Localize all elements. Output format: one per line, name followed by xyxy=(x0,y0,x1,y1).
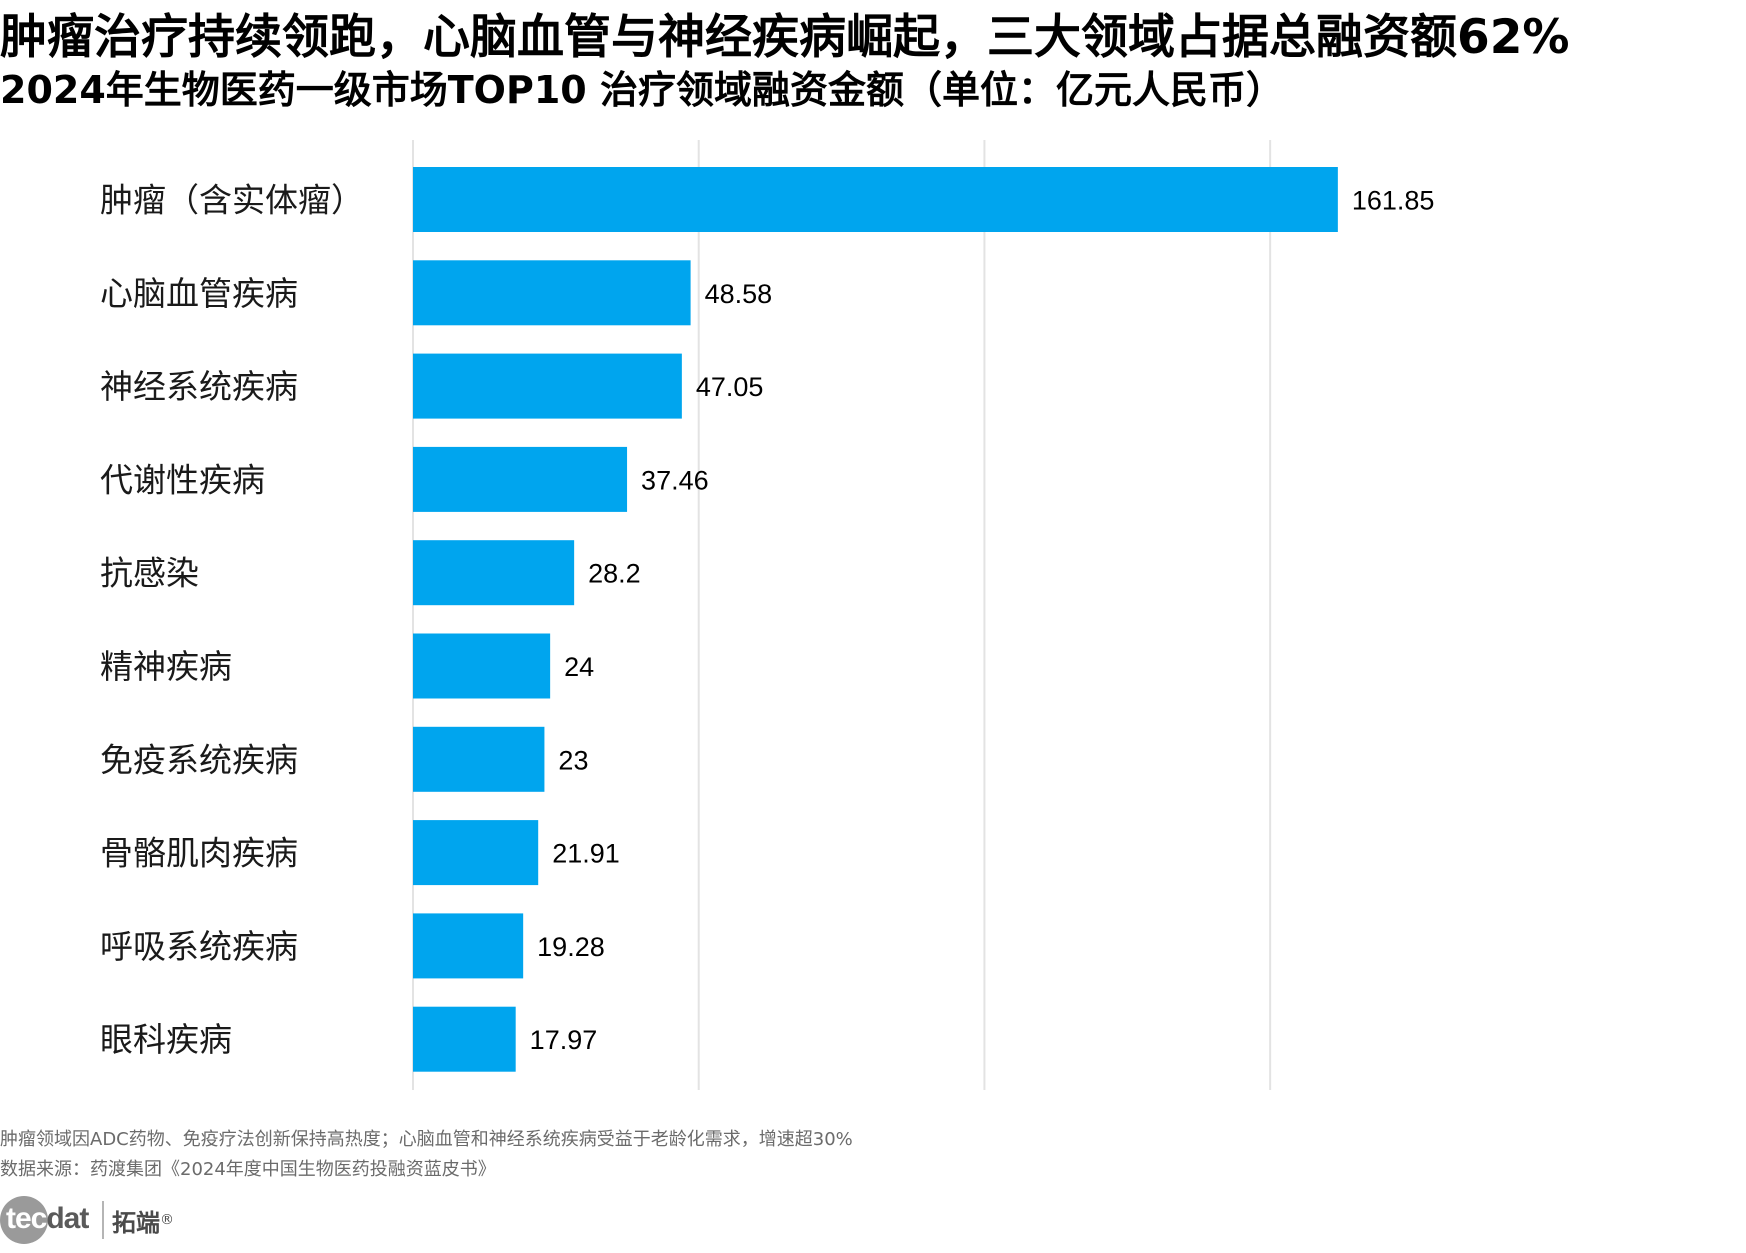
category-label-8: 呼吸系统疾病 xyxy=(100,927,298,966)
logo-text-part2: dat xyxy=(46,1202,89,1235)
value-label-3: 37.46 xyxy=(641,465,709,495)
bar-0 xyxy=(413,167,1338,232)
value-label-2: 47.05 xyxy=(696,372,764,402)
bar-8 xyxy=(413,913,524,979)
value-label-1: 48.58 xyxy=(705,279,773,309)
bar-4 xyxy=(413,540,575,606)
bar-chart: 肿瘤（含实体瘤） 心脑血管疾病神经系统疾病代谢性疾病抗感染精神疾病免疫系统疾病骨骼… xyxy=(100,140,1435,1090)
category-label-6: 免疫系统疾病 xyxy=(100,740,298,779)
category-label-5: 精神疾病 xyxy=(100,647,232,686)
category-label-0: 肿瘤（含实体瘤） xyxy=(100,181,364,220)
bar-3 xyxy=(413,446,628,512)
logo-text-part1: tec xyxy=(6,1202,47,1235)
category-label-9: 眼科疾病 xyxy=(100,1020,232,1059)
value-label-8: 19.28 xyxy=(537,932,605,962)
value-label-7: 21.91 xyxy=(552,839,620,869)
bars xyxy=(413,167,1338,1072)
bar-9 xyxy=(413,1006,516,1072)
category-label-1: 心脑血管疾病 xyxy=(100,274,298,313)
value-label-6: 23 xyxy=(558,745,588,775)
logo-chinese-name: 拓端 xyxy=(112,1208,160,1237)
value-label-4: 28.2 xyxy=(588,559,641,589)
bar-1 xyxy=(413,260,691,326)
value-labels: 161.85 48.58 47.05 37.46 28.2 24 23 21.91 19.28 1… xyxy=(530,186,1435,1056)
chart-note: 肿瘤领域因ADC药物、免疫疗法创新保持高热度；心脑血管和神经系统疾病受益于老龄化… xyxy=(0,1129,853,1150)
bar-2 xyxy=(413,353,682,419)
value-label-5: 24 xyxy=(564,652,594,682)
registered-mark: ® xyxy=(160,1212,174,1228)
value-label-0: 161.85 xyxy=(1352,186,1435,216)
value-label-9: 17.97 xyxy=(530,1025,598,1055)
bar-6 xyxy=(413,726,545,792)
category-label-7: 骨骼肌肉疾病 xyxy=(100,834,298,873)
bar-7 xyxy=(413,820,539,886)
chart-headline: 肿瘤治疗持续领跑，心脑血管与神经疾病崛起，三大领域占据总融资额62% xyxy=(0,10,1570,65)
chart-title: 2024年生物医药一级市场TOP10 治疗领域融资金额（单位：亿元人民币） xyxy=(0,68,1284,112)
category-label-2: 神经系统疾病 xyxy=(100,367,298,406)
category-labels: 肿瘤（含实体瘤） 心脑血管疾病神经系统疾病代谢性疾病抗感染精神疾病免疫系统疾病骨骼… xyxy=(100,181,364,1060)
data-source: 数据来源：药渡集团《2024年度中国生物医药投融资蓝皮书》 xyxy=(0,1159,496,1180)
brand-logo: tecdat 拓端 ® xyxy=(0,1192,174,1248)
bar-5 xyxy=(413,633,551,699)
category-label-4: 抗感染 xyxy=(100,554,199,593)
tecdat-logo-icon: tecdat xyxy=(0,1194,96,1246)
logo-divider xyxy=(102,1201,104,1239)
category-label-3: 代谢性疾病 xyxy=(100,460,265,499)
